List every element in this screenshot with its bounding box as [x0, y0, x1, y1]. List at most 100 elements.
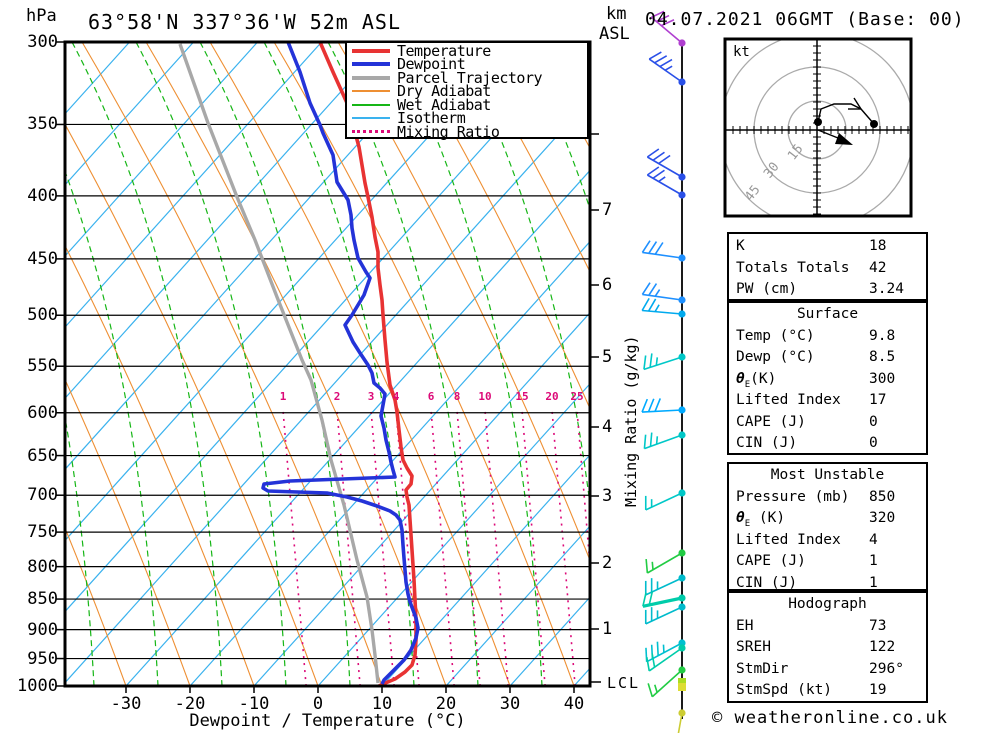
barb-feather: [645, 558, 649, 574]
table-row-label: StmSpd (kt): [736, 682, 833, 698]
barb-level-dot: [678, 709, 686, 717]
legend-row: Mixing Ratio: [347, 122, 587, 141]
wind-barb: [646, 166, 686, 199]
pressure-tick-label: 300: [27, 32, 58, 52]
table-row: θE(K) 300: [729, 369, 926, 391]
isotherm-line: [65, 42, 195, 186]
barb-level-dot: [678, 78, 686, 86]
table-row-value: 9.8: [869, 327, 896, 344]
trace-dot: [870, 120, 878, 128]
km-tick-label: 6: [602, 275, 613, 295]
legend-label: Wet Adiabat: [397, 95, 491, 114]
table-row: CAPE (J) 0: [729, 412, 926, 434]
hodograph: [723, 37, 913, 218]
table-row-value: 8.5: [869, 349, 896, 365]
table-row: CAPE (J) 1: [729, 551, 926, 573]
dry-adiabat-line: [209, 42, 511, 686]
mixing-ratio-value-label: 8: [453, 390, 461, 403]
barb-feather: [642, 592, 647, 607]
barb-level-dot: [678, 406, 686, 414]
barb-shaft: [644, 434, 683, 450]
isotherm-line: [189, 240, 590, 686]
table-row-value: 19: [869, 682, 887, 698]
barb-feather: [654, 398, 662, 412]
barb-level-dot: [678, 639, 686, 647]
barb-feather: [654, 242, 664, 255]
isotherm-line: [65, 42, 579, 613]
barb-feather: [651, 10, 665, 19]
barb-shaft: [642, 251, 683, 259]
legend-swatch-dotted: [352, 130, 390, 134]
table-row-value: 73: [869, 617, 887, 634]
pressure-tick-label: 800: [27, 556, 58, 577]
barb-feather: [641, 398, 649, 413]
wind-barb: [641, 282, 686, 304]
table-row-value: 296°: [869, 660, 904, 677]
barb-level-dot: [678, 296, 686, 304]
dry-adiabat-line: [65, 244, 255, 686]
mixing-ratio-axis-label: Mixing Ratio (g/kg): [622, 335, 640, 507]
temperature-tick-label: -20: [174, 694, 206, 714]
table-row-label: SREH: [736, 639, 771, 655]
dry-adiabat-line: [65, 526, 127, 686]
temperature-tick-label: 30: [499, 694, 521, 714]
wet-adiabat-line: [391, 42, 543, 686]
asl-axis-unit: ASL: [599, 24, 630, 44]
table-row-value: 850: [869, 488, 896, 505]
wet-adiabat-line: [135, 42, 287, 686]
mixing-ratio-value-label: 1: [279, 390, 287, 403]
barb-level-dot: [678, 644, 686, 652]
barb-level-dot: [678, 254, 686, 262]
trace-arrowhead: [853, 97, 862, 110]
indices-table: Hodograph EH 73 SREH 122 StmDir 296° StmSpd (kt…: [727, 591, 928, 703]
wind-barb: [644, 603, 686, 625]
dry-adiabat-line: [65, 378, 191, 686]
dry-adiabat-line: [65, 123, 319, 686]
temperature-tick-label: 20: [435, 694, 457, 714]
barb-feather: [660, 19, 675, 27]
pressure-tick-label: 1000: [17, 676, 58, 696]
legend-row: Isotherm: [347, 109, 587, 127]
barb-feather: [656, 641, 659, 656]
barb-shaft: [642, 309, 683, 315]
table-row-label: CAPE (J): [736, 553, 806, 569]
barb-feather: [658, 154, 671, 165]
barb-feather: [641, 282, 651, 295]
barb-half-feather: [654, 304, 660, 313]
table-row-label: CIN (J): [736, 574, 798, 591]
pressure-tick-label: 500: [27, 305, 58, 326]
wind-barb: [641, 398, 686, 414]
pressure-tick-label: 600: [27, 402, 58, 423]
wind-barb: [650, 10, 686, 47]
mixing-ratio-value-label: 20: [545, 390, 559, 403]
wind-barb: [643, 353, 686, 371]
barb-level-dot: [678, 310, 686, 318]
pressure-tick-label: 850: [27, 589, 58, 610]
barb-feather: [652, 169, 665, 179]
barb-level-dot: [678, 574, 686, 582]
legend-swatch-thick: [352, 62, 390, 67]
barb-feather: [646, 657, 651, 672]
table-row: PW (cm) 3.24: [729, 279, 926, 301]
table-title: Hodograph: [788, 596, 867, 612]
table-row: Dewp (°C) 8.5: [729, 347, 926, 369]
wind-barb: [647, 666, 686, 698]
mixing-ratio-value-label: 4: [392, 390, 400, 403]
table-row-label: CIN (J): [736, 435, 798, 451]
temperature-tick-label: -10: [238, 694, 270, 714]
km-tick-label: 1: [602, 619, 613, 639]
wet-adiabat-line: [199, 42, 351, 686]
km-tick-label: 4: [602, 417, 613, 437]
hodograph-trace: [817, 103, 875, 125]
legend-label: Mixing Ratio: [397, 122, 500, 141]
mixing-ratio-line: [456, 409, 481, 686]
barb-level-dot: [678, 173, 686, 181]
barb-half-feather: [655, 357, 659, 366]
mixing-ratio-value-label: 10: [478, 390, 492, 403]
temperature-tick-label: 0: [312, 694, 324, 714]
table-row-label: PW (cm): [736, 281, 798, 297]
table-row-label: K: [736, 238, 745, 254]
legend-row: Temperature: [347, 42, 587, 60]
